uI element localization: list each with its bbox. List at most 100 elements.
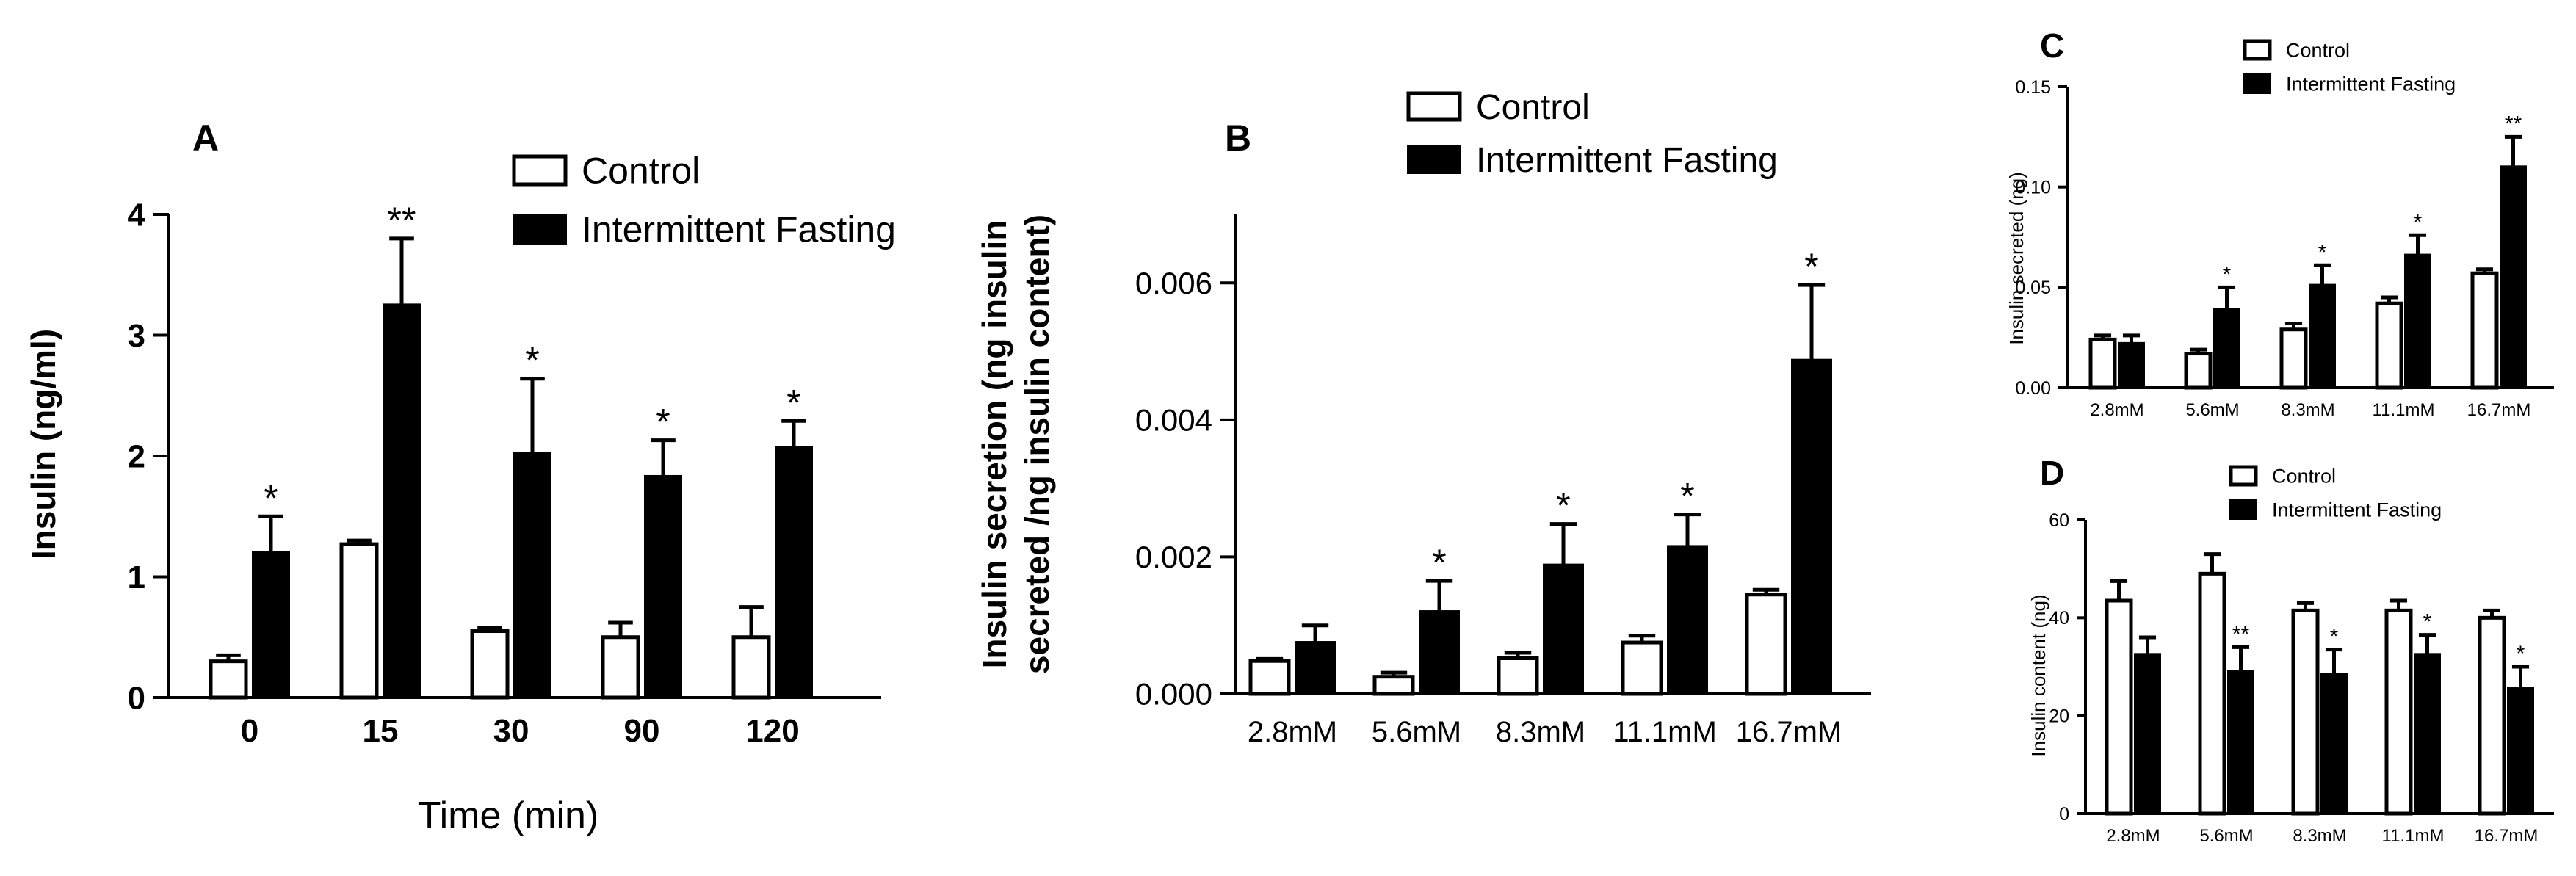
panel-b-significance-marker: *: [1680, 476, 1694, 517]
legend-label-intermittent-fasting: Intermittent Fasting: [582, 209, 896, 250]
panel-a-bar-intermittent-fasting: [383, 303, 421, 699]
panel-c-legend: Control Intermittent Fasting: [2243, 39, 2456, 95]
panel-b-bar-control: [1621, 640, 1663, 696]
panel-d-significance-marker: **: [2232, 622, 2250, 646]
panel-b-bar-intermittent-fasting: [1667, 545, 1708, 696]
panel-b-bar-control: [1248, 659, 1291, 696]
panel-b-significance-marker: *: [1556, 485, 1570, 526]
panel-c-label: C: [2040, 26, 2064, 65]
panel-b-y-tick-label: 0.006: [1135, 266, 1212, 300]
panel-a-bar-intermittent-fasting: [775, 446, 813, 699]
panel-d-bar-intermittent-fasting: [2134, 653, 2161, 815]
panel-a: A 0 1 2 3 4 0 * 15 ** 30 * 90 * 120 * Control Intermitte…: [24, 117, 896, 837]
legend-swatch-control: [512, 154, 568, 187]
panel-a-x-tick-label: 120: [745, 713, 799, 749]
panel-b-bar-intermittent-fasting: [1295, 641, 1336, 695]
panel-d-y-tick-label: 0: [2059, 804, 2069, 825]
panel-c-significance-marker: *: [2318, 240, 2327, 264]
panel-c-bar-control: [2470, 271, 2499, 390]
panel-a-bar-control: [731, 635, 771, 700]
panel-a-bar-intermittent-fasting: [252, 551, 290, 699]
panel-b-y-axis-label: Insulin secretion (ng insulin secreted /…: [975, 214, 1056, 674]
panel-c-y-tick-label: 0.00: [2015, 378, 2051, 399]
panel-d-plot: 0 20 40 60 2.8mM 5.6mM ** 8.3mM * 11.1mM * 16.7mM * C…: [2049, 465, 2554, 846]
panel-c-bar-intermittent-fasting: [2118, 341, 2145, 390]
panel-a-x-tick-label: 30: [493, 713, 529, 749]
panel-d-label: D: [2040, 454, 2064, 492]
panel-c-bar-intermittent-fasting: [2309, 283, 2336, 389]
panel-a-bar-control: [470, 629, 510, 700]
panel-a-bar-intermittent-fasting: [644, 474, 682, 700]
panel-b-y-tick-label: 0.000: [1135, 677, 1212, 712]
panel-a-significance-marker: **: [388, 200, 416, 241]
panel-d-bar-control: [2105, 598, 2133, 816]
panel-c-bar-intermittent-fasting: [2213, 308, 2240, 389]
panel-d-bar-control: [2198, 571, 2226, 816]
panel-a-y-tick-label: 2: [128, 438, 145, 474]
panel-c-bar-intermittent-fasting: [2500, 165, 2527, 389]
panel-b-y-tick-label: 0.004: [1135, 403, 1212, 438]
panel-d-bar-intermittent-fasting: [2507, 687, 2534, 815]
legend-label-intermittent-fasting: Intermittent Fasting: [1476, 141, 1778, 180]
panel-a-x-tick-label: 15: [363, 713, 399, 749]
panel-c-bar-control: [2088, 337, 2117, 390]
panel-c-x-tick-label: 16.7mM: [2467, 400, 2531, 420]
panel-a-y-tick-label: 4: [128, 197, 146, 233]
panel-b-plot: 0.000 0.002 0.004 0.006 2.8mM 5.6mM * 8.3mM * 11.…: [1135, 88, 1871, 748]
panel-b-significance-marker: *: [1432, 542, 1446, 583]
legend-swatch-control: [2229, 465, 2258, 487]
panel-a-y-axis-label: Insulin (ng/ml): [24, 329, 62, 560]
panel-c-bar-control: [2375, 301, 2403, 390]
panel-a-bar-control: [339, 542, 379, 700]
panel-d-significance-marker: *: [2423, 610, 2432, 634]
panel-b-x-tick-label: 5.6mM: [1372, 716, 1461, 748]
panel-c-significance-marker: *: [2414, 210, 2423, 234]
panel-b-bar-intermittent-fasting: [1419, 610, 1460, 695]
panel-c-y-tick-label: 0.10: [2015, 177, 2051, 198]
panel-b-bar-control: [1745, 593, 1787, 696]
legend-label-control: Control: [1476, 88, 1590, 127]
panel-a-significance-marker: *: [786, 382, 800, 423]
panel-c-x-tick-label: 5.6mM: [2185, 400, 2239, 420]
panel-d: D 0 20 40 60 2.8mM 5.6mM ** 8.3mM * 11.1mM * 16.7mM…: [2027, 454, 2554, 846]
legend-swatch-intermittent-fasting: [2229, 499, 2257, 520]
panel-a-bar-control: [209, 659, 248, 700]
panel-a-significance-marker: *: [656, 402, 670, 443]
panel-c-y-axis-label: Insulin secreted (ng): [2005, 172, 2027, 345]
panel-d-y-tick-label: 20: [2049, 706, 2069, 726]
legend-swatch-intermittent-fasting: [513, 214, 567, 245]
panel-d-bar-control: [2478, 615, 2506, 816]
panel-b: B 0.000 0.002 0.004 0.006 2.8mM 5.6mM * 8.3mM * 1…: [975, 88, 1871, 748]
panel-d-x-tick-label: 16.7mM: [2475, 826, 2539, 846]
panel-a-x-tick-label: 90: [624, 713, 660, 749]
panel-d-x-tick-label: 11.1mM: [2382, 826, 2445, 846]
panel-b-legend: Control Intermittent Fasting: [1406, 88, 1778, 180]
panel-c-plot: 0.00 0.05 0.10 0.15 2.8mM 5.6mM * 8.3mM * 11.1mM *…: [2015, 39, 2554, 420]
panel-d-y-axis-label: Insulin content (ng): [2027, 594, 2049, 756]
panel-a-plot: 0 1 2 3 4 0 * 15 ** 30 * 90 * 120 * Control Intermittent…: [128, 151, 896, 750]
panel-a-significance-marker: *: [525, 340, 539, 381]
panel-b-x-tick-label: 16.7mM: [1736, 716, 1842, 748]
legend-label-intermittent-fasting: Intermittent Fasting: [2272, 499, 2442, 521]
panel-c-bar-control: [2184, 352, 2213, 390]
panel-b-bar-control: [1497, 656, 1539, 696]
panel-b-bar-intermittent-fasting: [1791, 358, 1832, 695]
panel-d-legend: Control Intermittent Fasting: [2229, 465, 2442, 521]
panel-a-legend: Control Intermittent Fasting: [512, 151, 896, 250]
panel-c-x-tick-label: 2.8mM: [2090, 400, 2143, 420]
panel-d-significance-marker: *: [2330, 625, 2339, 649]
panel-c-x-tick-label: 11.1mM: [2373, 400, 2435, 420]
panel-b-x-tick-label: 11.1mM: [1613, 716, 1717, 748]
panel-c-bar-intermittent-fasting: [2404, 253, 2431, 389]
panel-d-y-tick-label: 60: [2049, 510, 2069, 531]
panel-a-x-tick-label: 0: [241, 713, 258, 749]
panel-b-significance-marker: *: [1804, 246, 1818, 287]
panel-c-y-tick-label: 0.15: [2015, 77, 2051, 98]
panel-a-y-tick-label: 3: [128, 318, 145, 354]
panel-b-y-axis-label-line-1: Insulin secretion (ng insulin: [975, 220, 1013, 669]
panel-a-y-tick-label: 1: [128, 560, 145, 596]
panel-a-significance-marker: *: [264, 477, 278, 518]
panel-d-bar-intermittent-fasting: [2320, 673, 2348, 815]
panel-c-significance-marker: *: [2223, 262, 2232, 286]
